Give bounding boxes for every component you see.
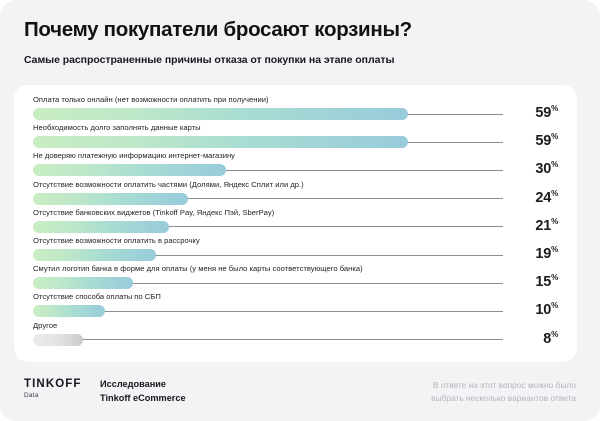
chart-row: Другое 8% xyxy=(33,321,558,349)
leader-line xyxy=(33,169,503,171)
bar-value: 30% xyxy=(512,160,558,177)
chart-row: Отсутствие способа оплаты по СБП 10% xyxy=(33,292,558,320)
bar-fill xyxy=(33,108,409,120)
bar-fill xyxy=(33,164,226,177)
brand-name: TINKOFF xyxy=(24,378,82,390)
bar-label: Необходимость долго заполнять данные кар… xyxy=(33,123,201,133)
bar-track xyxy=(33,277,503,290)
bar-fill xyxy=(33,305,105,318)
study-credit-line1: Исследование xyxy=(100,379,167,389)
bar-value-unit: % xyxy=(551,216,558,226)
bar-value-number: 59 xyxy=(535,104,552,121)
leader-line xyxy=(33,339,503,341)
bar-fill xyxy=(33,333,83,346)
bar-label: Смутил логотип банка в форме для оплаты … xyxy=(33,264,363,274)
bar-value-unit: % xyxy=(551,160,558,170)
bar-fill xyxy=(33,136,409,149)
leader-line xyxy=(33,226,503,228)
bar-value: 8% xyxy=(512,330,558,347)
bar-fill xyxy=(33,277,134,290)
bar-value: 21% xyxy=(512,217,558,234)
bar-value-number: 19 xyxy=(535,245,552,262)
study-credit-line2: Tinkoff eCommerce xyxy=(100,393,186,404)
chart-row: Оплата только онлайн (нет возможности оп… xyxy=(33,95,558,123)
chart-row: Необходимость долго заполнять данные кар… xyxy=(33,123,558,151)
bar-label: Отсутствие возможности оплатить частями … xyxy=(33,179,304,189)
chart-row: Отсутствие возможности оплатить частями … xyxy=(33,180,558,208)
bar-value-number: 30 xyxy=(535,161,552,178)
bar-label: Отсутствие возможности оплатить в рассро… xyxy=(33,235,200,245)
bar-label: Отсутствие способа оплаты по СБП xyxy=(33,292,161,302)
leader-line xyxy=(33,310,503,312)
chart-row: Отсутствие банковских виджетов (Tinkoff … xyxy=(33,208,558,236)
footer: TINKOFF Data Исследование Tinkoff eComme… xyxy=(0,370,600,421)
bar-value-unit: % xyxy=(551,244,558,254)
bar-track xyxy=(33,164,503,177)
page-title: Почему покупатели бросают корзины? xyxy=(24,18,412,41)
bar-value-unit: % xyxy=(551,104,558,113)
bar-track xyxy=(33,248,503,261)
bar-label: Оплата только онлайн (нет возможности оп… xyxy=(33,95,269,104)
bar-track xyxy=(33,108,503,120)
bar-value-unit: % xyxy=(551,301,558,311)
bar-track xyxy=(33,192,503,205)
bar-value: 24% xyxy=(512,189,558,206)
bar-value-number: 8 xyxy=(543,330,552,347)
bar-chart: Оплата только онлайн (нет возможности оп… xyxy=(33,95,558,349)
leader-line xyxy=(33,282,503,284)
bar-label: Отсутствие банковских виджетов (Tinkoff … xyxy=(33,207,275,217)
bar-fill xyxy=(33,248,157,261)
bar-value: 59% xyxy=(512,132,558,149)
bar-value-number: 21 xyxy=(535,217,552,234)
survey-note: В ответе на этот вопрос можно было выбра… xyxy=(431,379,576,405)
bar-value: 19% xyxy=(512,245,558,262)
leader-line xyxy=(33,254,503,256)
bar-value-number: 24 xyxy=(535,189,552,206)
bar-value-unit: % xyxy=(551,329,558,339)
brand-logo: TINKOFF Data xyxy=(24,378,82,399)
bar-value-number: 59 xyxy=(535,133,552,150)
bar-fill xyxy=(33,220,170,233)
bar-value: 10% xyxy=(512,301,558,318)
bar-value-unit: % xyxy=(551,188,558,198)
chart-row: Не доверяю платежную информацию интернет… xyxy=(33,151,558,179)
chart-row: Отсутствие возможности оплатить в рассро… xyxy=(33,236,558,264)
bar-track xyxy=(33,136,503,149)
survey-note-line2: выбрать несколько вариантов ответа xyxy=(431,393,576,404)
leader-line xyxy=(33,198,503,200)
chart-card: Оплата только онлайн (нет возможности оп… xyxy=(14,85,577,362)
page-subtitle: Самые распространенные причины отказа от… xyxy=(24,54,395,66)
brand-sublabel: Data xyxy=(24,392,39,399)
bar-label: Другое xyxy=(33,320,58,330)
bar-value-number: 10 xyxy=(535,302,552,319)
bar-value-unit: % xyxy=(551,132,558,142)
survey-note-line1: В ответе на этот вопрос можно было xyxy=(432,380,576,390)
bar-fill xyxy=(33,192,189,205)
bar-track xyxy=(33,333,503,346)
bar-value-unit: % xyxy=(551,273,558,283)
bar-value-number: 15 xyxy=(535,273,552,290)
bar-value: 59% xyxy=(512,104,558,121)
study-credit: Исследование Tinkoff eCommerce xyxy=(100,377,186,406)
chart-row: Смутил логотип банка в форме для оплаты … xyxy=(33,264,558,292)
bar-track xyxy=(33,220,503,233)
bar-label: Не доверяю платежную информацию интернет… xyxy=(33,151,235,161)
bar-track xyxy=(33,305,503,318)
bar-value: 15% xyxy=(512,273,558,290)
